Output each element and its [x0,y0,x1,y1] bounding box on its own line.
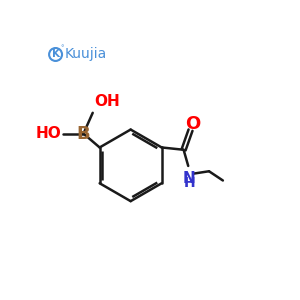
Text: O: O [185,116,200,134]
Text: B: B [77,124,90,142]
Text: N: N [183,171,196,186]
Text: OH: OH [94,94,120,109]
Text: HO: HO [36,126,61,141]
Text: °: ° [61,45,64,51]
Text: K: K [52,50,60,59]
Text: Kuujia: Kuujia [65,47,107,61]
Text: H: H [184,176,195,190]
